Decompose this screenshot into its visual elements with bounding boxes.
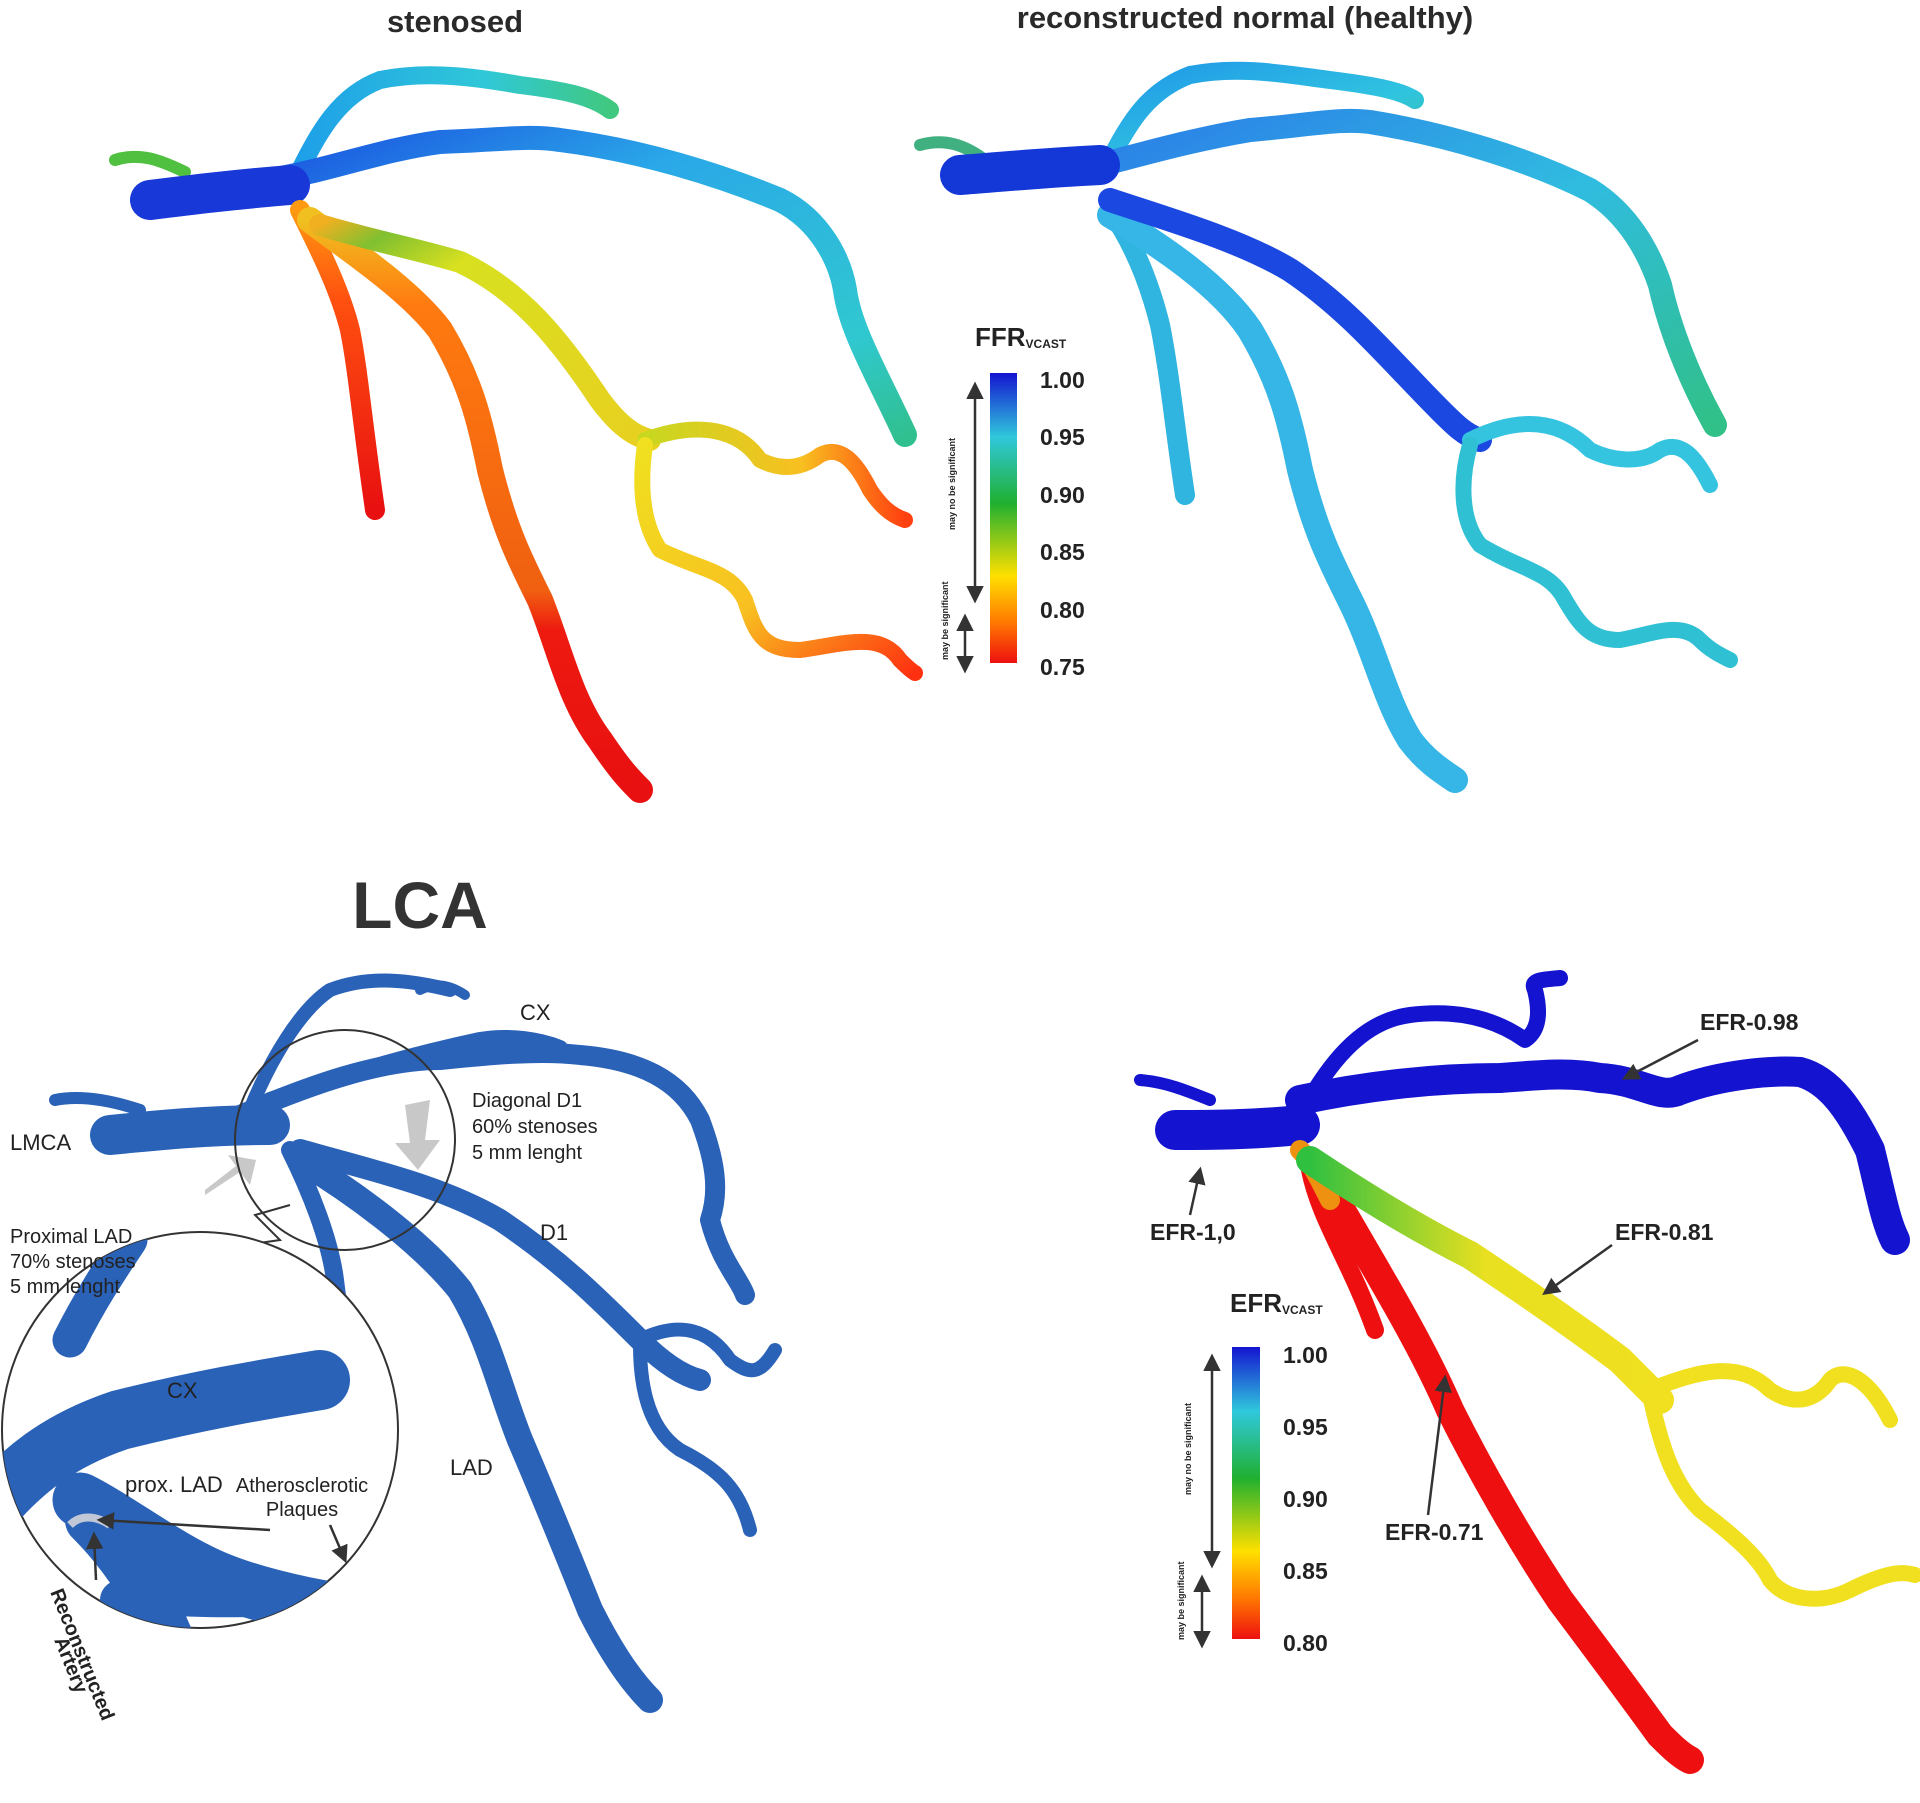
efr-081-label: EFR-0.81 xyxy=(1615,1219,1714,1245)
efr-10-arrow xyxy=(1188,1166,1206,1216)
proximal-note-line: 70% stenoses xyxy=(10,1251,136,1273)
lca-title: LCA xyxy=(352,868,488,942)
ffr-tick: 0.80 xyxy=(1040,597,1085,623)
plaques-arrow xyxy=(96,1512,271,1532)
diagonal-d1-note: Diagonal D1 60% stenoses 5 mm lenght xyxy=(472,1090,598,1164)
efr-098-arrow xyxy=(1621,1038,1699,1080)
efr-colorbar-gradient xyxy=(1232,1347,1260,1639)
ffr-tick: 0.90 xyxy=(1040,482,1085,508)
ffr-tick: 0.75 xyxy=(1040,654,1085,680)
efr-vessel-model xyxy=(1134,970,1920,1774)
diagonal-note-line: Diagonal D1 xyxy=(472,1090,582,1112)
efr-not-significant-label: may no be significant xyxy=(1183,1403,1193,1495)
stenosed-title: stenosed xyxy=(387,4,523,39)
ffr-tick: 0.85 xyxy=(1040,539,1085,565)
ffr-colorbar: FFRVCAST 1.00 0.95 0.90 0.85 0.80 0.75 m… xyxy=(940,322,1085,680)
lad-stenosis-pointer xyxy=(205,1155,256,1195)
stenosed-vessel-model xyxy=(109,66,923,803)
efr-tick: 0.90 xyxy=(1283,1486,1328,1512)
stenosed-panel: stenosed xyxy=(109,4,923,803)
efr-081-arrow xyxy=(1542,1243,1613,1296)
ffr-colorbar-gradient xyxy=(990,373,1017,663)
ffr-tick: 1.00 xyxy=(1040,367,1085,393)
efr-tick: 1.00 xyxy=(1283,1342,1328,1368)
plaques-arrow xyxy=(328,1524,348,1564)
d1-label: D1 xyxy=(540,1220,568,1245)
efr-071-label: EFR-0.71 xyxy=(1385,1519,1484,1545)
efr-annotations: EFR-0.98 EFR-1,0 EFR-0.81 EFR-0.71 xyxy=(1150,1009,1799,1545)
proximal-note-line: 5 mm lenght xyxy=(10,1276,120,1298)
proximal-lad-note: Proximal LAD 70% stenoses 5 mm lenght xyxy=(10,1226,136,1298)
plaques-label-line: Plaques xyxy=(266,1499,338,1521)
efr-071-arrow xyxy=(1426,1374,1452,1516)
magnification-circle xyxy=(234,1029,456,1251)
d1-stenosis-pointer xyxy=(395,1100,440,1170)
inset-prox-lad-label: prox. LAD xyxy=(125,1472,223,1497)
ffr-not-significant-label: may no be significant xyxy=(947,438,957,530)
efr-098-label: EFR-0.98 xyxy=(1700,1009,1799,1035)
efr-tick: 0.80 xyxy=(1283,1630,1328,1656)
reconstructed-arrow xyxy=(85,1531,104,1581)
efr-significant-label: may be significant xyxy=(1176,1561,1186,1640)
cx-label: CX xyxy=(520,1000,551,1025)
reconstructed-vessel-model xyxy=(914,61,1738,793)
inset-cx-label: CX xyxy=(167,1378,198,1403)
efr-panel: EFR-0.98 EFR-1,0 EFR-0.81 EFR-0.71 xyxy=(1134,970,1920,1774)
efr-colorbar-ticks: 1.00 0.95 0.90 0.85 0.80 xyxy=(1283,1342,1328,1656)
diagonal-note-line: 5 mm lenght xyxy=(472,1142,582,1164)
ffr-significant-label: may be significant xyxy=(940,581,950,660)
efr-tick: 0.85 xyxy=(1283,1558,1328,1584)
ffr-tick: 0.95 xyxy=(1040,424,1085,450)
ffr-colorbar-title: FFRVCAST xyxy=(975,322,1067,352)
reconstructed-title: reconstructed normal (healthy) xyxy=(1017,0,1473,35)
ffr-colorbar-ticks: 1.00 0.95 0.90 0.85 0.80 0.75 xyxy=(1040,367,1085,680)
efr-tick: 0.95 xyxy=(1283,1414,1328,1440)
efr-10-label: EFR-1,0 xyxy=(1150,1219,1236,1245)
lmca-label: LMCA xyxy=(10,1130,71,1155)
lca-panel: LCA xyxy=(1,868,782,1724)
efr-colorbar-title: EFRVCAST xyxy=(1230,1288,1323,1318)
plaques-label-line: Atherosclerotic xyxy=(236,1475,368,1497)
reconstructed-panel: reconstructed normal (healthy) xyxy=(914,0,1738,793)
diagonal-note-line: 60% stenoses xyxy=(472,1116,598,1138)
lad-label: LAD xyxy=(450,1455,493,1480)
proximal-note-line: Proximal LAD xyxy=(10,1226,132,1248)
efr-colorbar: EFRVCAST 1.00 0.95 0.90 0.85 0.80 may no… xyxy=(1176,1288,1328,1656)
